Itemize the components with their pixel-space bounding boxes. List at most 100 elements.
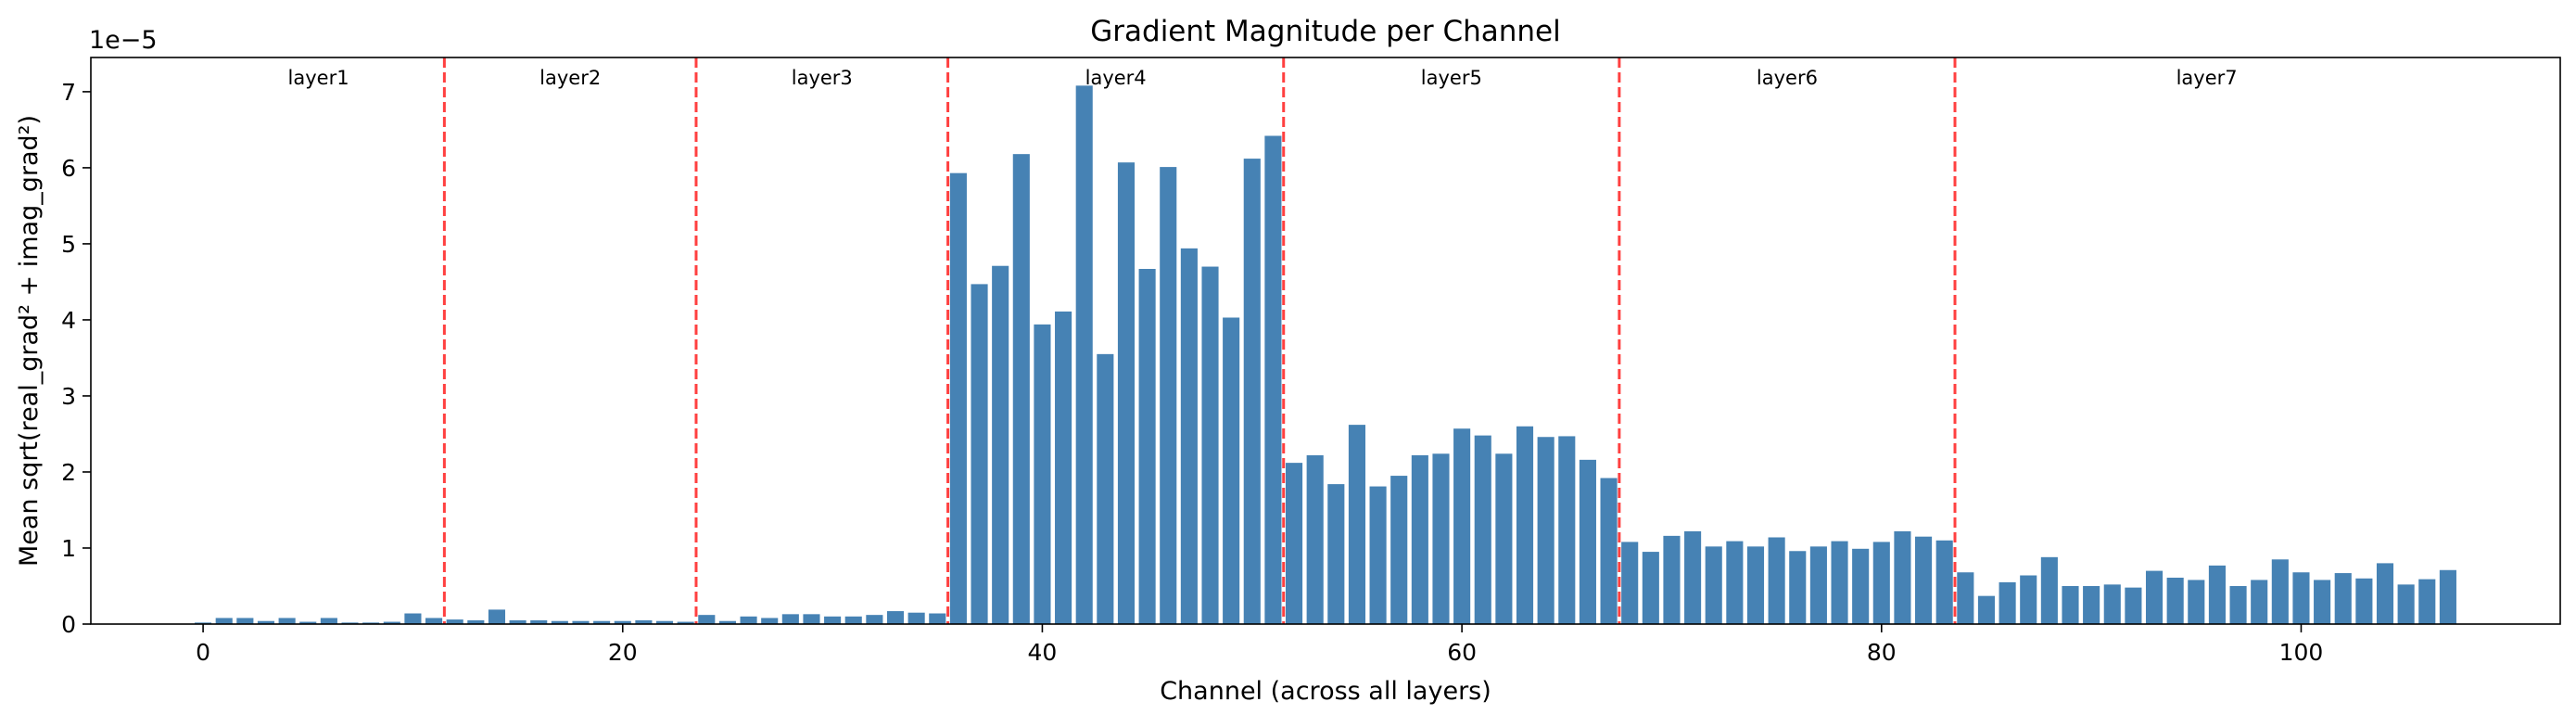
bar (2397, 584, 2415, 624)
x-tick-label: 100 (2279, 639, 2324, 666)
bar (2314, 580, 2331, 624)
chart-title: Gradient Magnitude per Channel (1090, 15, 1561, 48)
bar (1264, 135, 1282, 625)
bar (1453, 428, 1471, 624)
bar (2062, 585, 2079, 624)
bar (1621, 542, 1639, 624)
y-tick-label: 0 (61, 611, 76, 638)
bar (1831, 541, 1848, 624)
x-axis-label: Channel (across all layers) (1160, 677, 1491, 706)
bar (425, 618, 443, 624)
bar (1537, 437, 1554, 624)
layer-labels: layer1 layer2 layer3 layer4 layer5 layer6 laye… (288, 67, 2238, 89)
bar (1432, 453, 1450, 624)
bar (1223, 317, 1240, 624)
bar (803, 614, 820, 624)
x-tick-label: 0 (196, 639, 210, 666)
bar (844, 616, 862, 624)
x-tick-label: 80 (1867, 639, 1897, 666)
y-axis-scale-label: 1e−5 (89, 26, 158, 55)
y-tick-label: 7 (61, 79, 76, 106)
layer-label: layer6 (1757, 67, 1818, 89)
bar (1872, 542, 1890, 624)
bar (2040, 556, 2058, 624)
bar (992, 265, 1009, 624)
bar (2166, 577, 2184, 624)
bar (1411, 454, 1428, 624)
bar (1285, 463, 1303, 624)
plot-frame (90, 57, 2561, 625)
bar (2125, 587, 2142, 624)
bar (2251, 580, 2268, 624)
layer-label: layer3 (792, 67, 853, 89)
x-tick-label: 60 (1447, 639, 1477, 666)
y-tick-label: 4 (61, 307, 76, 334)
bar (1474, 435, 1491, 624)
y-axis-ticks: 0 1 2 3 4 5 6 7 (61, 79, 91, 638)
bar (2271, 559, 2289, 624)
bar (1957, 572, 1974, 624)
bar (362, 622, 380, 624)
bar (1348, 425, 1366, 624)
bar (2229, 585, 2247, 624)
bar (1768, 537, 1785, 624)
x-tick-label: 40 (1028, 639, 1058, 666)
bar (1705, 546, 1722, 624)
bar (1180, 248, 1198, 624)
bar (1852, 548, 1870, 624)
bar (446, 619, 463, 624)
bar (1075, 85, 1093, 624)
bar (195, 622, 212, 624)
bar (761, 618, 779, 624)
bar (467, 619, 485, 624)
layer-label: layer1 (288, 67, 349, 89)
bar (1746, 546, 1765, 624)
bar (1012, 154, 1030, 624)
bar (1160, 167, 1177, 624)
y-tick-label: 3 (61, 383, 76, 410)
bar (320, 618, 337, 624)
bar (1097, 353, 1114, 624)
bar (1516, 426, 1534, 624)
bar (2376, 563, 2394, 624)
bar (1558, 436, 1576, 624)
bar (1642, 552, 1659, 624)
bar (1600, 478, 1618, 624)
layer-label: layer7 (2176, 67, 2238, 89)
bar (2188, 580, 2205, 624)
bar (886, 611, 905, 624)
bar (1306, 454, 1324, 624)
bar (2292, 572, 2310, 624)
bar (2103, 584, 2121, 624)
bar (614, 620, 631, 624)
bar (949, 172, 967, 624)
bar (530, 619, 548, 624)
bar (2418, 579, 2436, 624)
bar (1138, 268, 1156, 624)
bar (1684, 530, 1702, 624)
bar (572, 620, 590, 624)
bar (1789, 551, 1807, 624)
bar (1999, 581, 2016, 624)
bar (971, 284, 988, 624)
bar (236, 618, 254, 624)
bar (1977, 595, 1996, 624)
y-tick-label: 1 (61, 535, 76, 562)
layer-label: layer4 (1085, 67, 1147, 89)
bars-layer (195, 85, 2456, 625)
bar (2439, 569, 2456, 624)
bar (1935, 540, 1953, 624)
bar (404, 613, 422, 624)
bar (257, 620, 275, 624)
bar (2145, 570, 2164, 624)
layer-label: layer5 (1421, 67, 1482, 89)
bar (1327, 484, 1345, 624)
bar (1726, 541, 1744, 624)
bar (929, 613, 946, 624)
bar (1915, 536, 1933, 624)
bar (2208, 565, 2226, 624)
bar (718, 620, 736, 624)
bar (2020, 575, 2037, 624)
x-axis-ticks: 0 20 40 60 80 100 (196, 624, 2323, 666)
